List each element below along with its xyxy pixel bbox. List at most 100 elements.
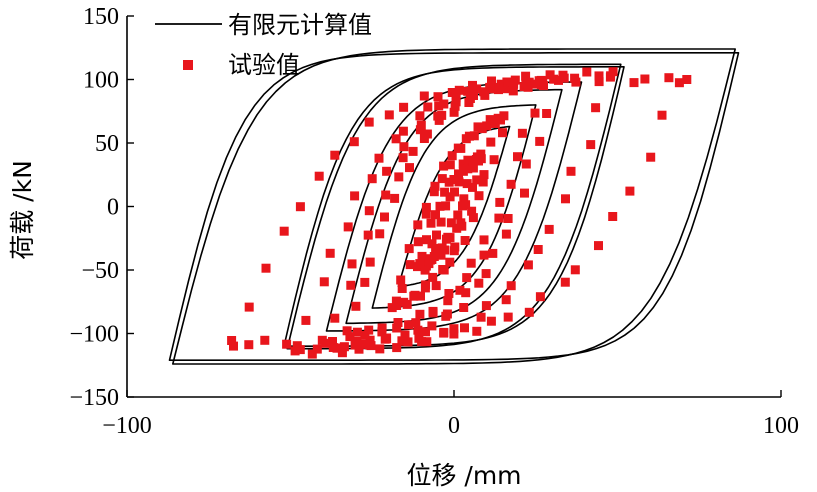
test-point bbox=[402, 299, 412, 309]
test-point bbox=[443, 296, 453, 306]
test-point bbox=[413, 237, 423, 247]
test-point bbox=[399, 102, 409, 112]
test-point bbox=[447, 88, 457, 97]
test-point bbox=[428, 308, 438, 318]
test-point bbox=[506, 281, 516, 291]
test-point bbox=[444, 177, 454, 187]
test-point bbox=[450, 187, 459, 197]
test-point bbox=[501, 295, 511, 305]
test-point bbox=[494, 213, 504, 223]
test-point bbox=[449, 324, 459, 334]
test-point bbox=[390, 193, 400, 203]
test-point bbox=[290, 346, 300, 356]
test-point bbox=[321, 338, 331, 348]
test-point bbox=[520, 188, 529, 198]
test-point bbox=[422, 235, 431, 245]
test-point bbox=[433, 92, 443, 102]
test-point bbox=[432, 230, 441, 240]
fe-loop bbox=[345, 88, 563, 325]
test-point bbox=[646, 152, 656, 162]
test-point bbox=[349, 137, 359, 147]
test-point bbox=[440, 187, 450, 197]
y-tick-label: 0 bbox=[107, 195, 119, 221]
test-point bbox=[360, 330, 370, 340]
x-tick-label: 0 bbox=[448, 413, 460, 439]
test-point bbox=[498, 128, 507, 138]
test-point bbox=[392, 323, 402, 333]
fe-loop bbox=[172, 48, 736, 365]
test-point bbox=[542, 109, 552, 118]
test-point bbox=[380, 212, 389, 222]
test-point bbox=[295, 345, 305, 355]
test-point bbox=[375, 229, 385, 239]
test-point bbox=[489, 155, 499, 165]
test-point bbox=[398, 153, 408, 163]
test-point bbox=[439, 99, 449, 109]
test-point bbox=[400, 330, 410, 340]
test-point bbox=[399, 142, 409, 152]
test-point bbox=[468, 156, 478, 166]
test-point bbox=[458, 201, 467, 211]
test-point bbox=[474, 278, 484, 288]
test-point bbox=[591, 103, 601, 113]
test-point bbox=[279, 226, 289, 236]
y-tick-label: −100 bbox=[69, 322, 119, 348]
test-point bbox=[375, 344, 385, 354]
test-point bbox=[608, 212, 618, 221]
test-point bbox=[417, 337, 427, 347]
test-point bbox=[398, 336, 408, 346]
test-point bbox=[454, 177, 464, 187]
test-point bbox=[328, 343, 338, 352]
test-point bbox=[501, 229, 511, 239]
test-point bbox=[456, 218, 466, 228]
test-point bbox=[521, 71, 531, 81]
test-point bbox=[517, 128, 527, 138]
test-point bbox=[503, 77, 513, 87]
test-point bbox=[392, 343, 402, 353]
test-point bbox=[441, 201, 451, 211]
test-point bbox=[664, 73, 674, 83]
test-point bbox=[420, 283, 430, 293]
test-point bbox=[445, 257, 455, 267]
test-point bbox=[513, 152, 522, 162]
test-point bbox=[415, 259, 425, 269]
test-point bbox=[437, 110, 447, 120]
test-point bbox=[346, 280, 356, 290]
test-point bbox=[629, 78, 639, 88]
test-point bbox=[405, 163, 414, 173]
test-point bbox=[480, 90, 490, 100]
test-series bbox=[227, 67, 692, 359]
test-point bbox=[449, 175, 459, 184]
test-point bbox=[422, 337, 432, 347]
test-point bbox=[364, 325, 374, 335]
test-point bbox=[486, 84, 496, 94]
test-point bbox=[445, 160, 455, 170]
test-point bbox=[416, 120, 426, 130]
test-point bbox=[494, 82, 504, 92]
test-point bbox=[474, 156, 483, 166]
test-point bbox=[392, 301, 402, 310]
test-point bbox=[431, 281, 441, 291]
test-point bbox=[394, 172, 404, 182]
test-point bbox=[434, 101, 444, 111]
test-point bbox=[364, 117, 374, 127]
test-point bbox=[482, 121, 492, 131]
test-point bbox=[405, 260, 415, 270]
legend-label-test: 试验值 bbox=[228, 51, 300, 79]
test-point bbox=[419, 91, 429, 101]
test-point bbox=[468, 163, 478, 173]
test-point bbox=[535, 292, 545, 302]
y-tick-label: 50 bbox=[95, 131, 119, 157]
test-point bbox=[312, 344, 322, 354]
test-point bbox=[463, 86, 473, 96]
test-point bbox=[481, 301, 491, 311]
test-point bbox=[530, 79, 540, 89]
test-point bbox=[594, 71, 604, 81]
test-point bbox=[430, 181, 440, 191]
test-point bbox=[481, 269, 491, 279]
test-point bbox=[337, 348, 347, 358]
test-point bbox=[523, 82, 533, 92]
test-point bbox=[524, 307, 534, 317]
test-point bbox=[363, 230, 373, 240]
test-point bbox=[365, 257, 375, 267]
